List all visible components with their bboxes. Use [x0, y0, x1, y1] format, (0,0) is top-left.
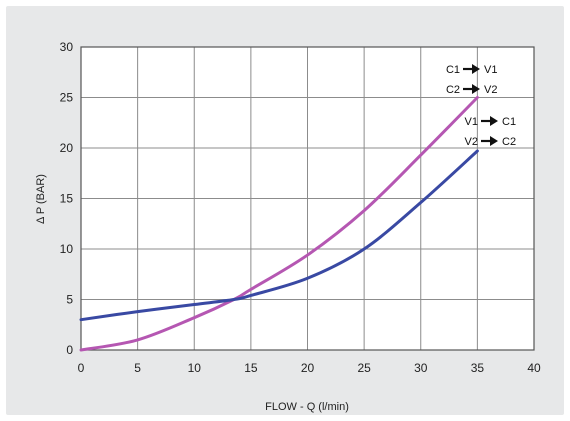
- x-tick-label: 40: [527, 361, 541, 375]
- y-tick-label: 30: [60, 40, 74, 54]
- x-tick-label: 35: [471, 361, 485, 375]
- x-tick-label: 30: [414, 361, 428, 375]
- x-axis-label: FLOW - Q (l/min): [265, 401, 349, 413]
- legend-from-label: C2: [446, 84, 460, 96]
- x-tick-label: 20: [301, 361, 315, 375]
- y-tick-label: 10: [60, 242, 74, 256]
- x-tick-labels: 0 5 10 15 20 25 30 35 40: [78, 361, 541, 375]
- x-tick-label: 5: [134, 361, 141, 375]
- arrow-right-icon: [472, 64, 480, 74]
- y-tick-label: 20: [60, 141, 74, 155]
- legend-to-label: C2: [502, 136, 516, 148]
- y-tick-labels: 0 5 10 15 20 25 30: [60, 40, 74, 357]
- arrow-right-icon: [472, 84, 480, 94]
- legend-to-label: V2: [484, 84, 497, 96]
- series-line-1: [79, 96, 479, 352]
- series-line-2: [79, 149, 479, 322]
- y-tick-label: 25: [60, 91, 74, 105]
- x-tick-label: 25: [357, 361, 371, 375]
- x-tick-label: 15: [244, 361, 258, 375]
- y-axis-label: Δ P (BAR): [35, 174, 47, 224]
- legend-from-label: V2: [465, 136, 478, 148]
- legend: C1 V1 C2 V2 V1 C1 V2 C2: [446, 64, 516, 148]
- x-tick-label: 0: [78, 361, 85, 375]
- grid: [80, 46, 535, 351]
- legend-from-label: V1: [465, 116, 478, 128]
- legend-to-label: C1: [502, 116, 516, 128]
- arrow-right-icon: [490, 116, 498, 126]
- legend-to-label: V1: [484, 64, 497, 76]
- y-tick-label: 0: [66, 343, 73, 357]
- plot-frame: [80, 46, 535, 351]
- y-tick-label: 15: [60, 192, 74, 206]
- legend-from-label: C1: [446, 64, 460, 76]
- series-lines: [79, 96, 479, 352]
- y-tick-label: 5: [66, 293, 73, 307]
- x-tick-label: 10: [188, 361, 202, 375]
- arrow-right-icon: [490, 136, 498, 146]
